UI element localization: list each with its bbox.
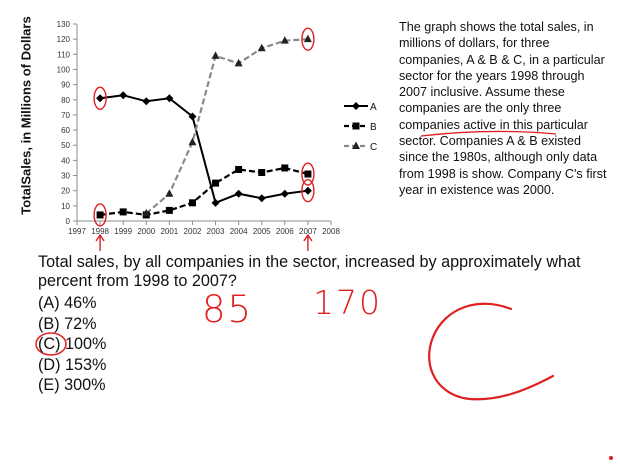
circle-choice-c — [35, 332, 67, 356]
y-tick-label: 130 — [57, 20, 71, 29]
data-point-a — [234, 189, 243, 198]
series-line-c — [145, 38, 308, 215]
legend-label-c: C — [370, 142, 377, 153]
data-point-c — [257, 43, 266, 52]
x-tick-label: 2008 — [322, 227, 340, 236]
red-annotations — [35, 27, 613, 460]
data-point-c — [303, 34, 312, 43]
x-tick-label: 2002 — [184, 227, 202, 236]
red-dot — [609, 456, 613, 460]
data-point-a — [257, 194, 266, 203]
x-tick-label: 2004 — [230, 227, 248, 236]
handwritten-c — [428, 302, 555, 401]
y-tick-label: 90 — [61, 81, 70, 90]
handwritten-85: 85 — [202, 288, 254, 331]
circle-b-2007 — [301, 162, 315, 186]
legend-marker-b — [352, 122, 360, 130]
underline-only-three — [420, 130, 557, 137]
chart-ticks: 0 10 20 30 40 50 60 70 80 90 100 110 120 130 1997 1998 1… — [57, 20, 341, 236]
data-point-b — [258, 169, 266, 177]
y-tick-label: 70 — [61, 111, 70, 120]
data-point-a — [96, 94, 105, 103]
choice-a[interactable]: (A) 46% — [38, 294, 97, 312]
legend-label-a: A — [370, 102, 377, 113]
circle-b-1998 — [93, 203, 107, 227]
data-point-b — [188, 199, 196, 207]
data-point-a — [280, 189, 289, 198]
x-tick-label: 1998 — [91, 227, 109, 236]
legend-marker-a — [352, 102, 360, 110]
y-tick-label: 60 — [61, 126, 70, 135]
data-point-a — [303, 186, 312, 195]
data-point-c — [280, 36, 289, 44]
chart-legend: ABC — [344, 102, 377, 153]
y-tick-label: 80 — [61, 96, 70, 105]
data-point-c — [165, 189, 174, 197]
data-point-c — [234, 58, 243, 67]
series-line-a — [99, 94, 309, 205]
question-text: Total sales, by all companies in the sec… — [38, 253, 581, 290]
y-axis-label-text: TotalSales, in Millions of Dollars — [18, 15, 34, 215]
chart-axes — [76, 24, 331, 222]
data-point-b — [235, 165, 243, 173]
circle-a-2007 — [301, 178, 315, 203]
data-point-c — [142, 208, 151, 217]
x-tick-label: 1999 — [114, 227, 132, 236]
series-markers — [96, 34, 312, 219]
choice-d[interactable]: (D) 153% — [38, 355, 107, 374]
handwritten-170: 170 — [313, 283, 382, 322]
y-tick-label: 40 — [61, 156, 70, 165]
legend-label-b: B — [370, 122, 377, 133]
choice-c[interactable]: (C) 100% — [38, 335, 107, 353]
data-point-a — [119, 91, 128, 100]
x-tick-label: 2003 — [207, 227, 225, 236]
data-point-c — [188, 137, 197, 146]
series-lines — [99, 38, 309, 217]
data-point-b — [119, 208, 127, 216]
data-point-b — [96, 211, 104, 219]
y-tick-label: 0 — [66, 217, 71, 226]
series-line-b — [99, 166, 309, 217]
y-tick-label: 20 — [61, 187, 70, 196]
x-tick-label: 2007 — [299, 227, 317, 236]
data-point-b — [281, 164, 289, 172]
y-tick-label: 120 — [57, 35, 71, 44]
chart-description: The graph shows the total sales, in mill… — [399, 20, 607, 197]
circle-a-1998 — [93, 86, 107, 110]
circle-c-2007 — [301, 27, 315, 51]
answer-choices: (A) 46% (B) 72% (C) 100% (D) 153% (E) 30… — [38, 293, 106, 396]
x-tick-label: 2001 — [160, 227, 178, 236]
choice-e[interactable]: (E) 300% — [38, 376, 106, 394]
choice-b[interactable]: (B) 72% — [38, 314, 97, 333]
data-point-b — [165, 206, 173, 214]
legend-marker-c — [352, 141, 360, 149]
data-point-b — [304, 170, 312, 178]
data-point-b — [212, 179, 220, 187]
y-tick-label: 10 — [61, 202, 70, 211]
x-tick-label: 2006 — [276, 227, 294, 236]
x-tick-label: 2005 — [253, 227, 271, 236]
y-tick-label: 30 — [61, 172, 70, 181]
y-tick-label: 110 — [57, 50, 70, 59]
data-point-a — [211, 198, 220, 207]
arrow-2007 — [303, 233, 313, 251]
y-tick-label: 100 — [57, 65, 71, 74]
x-tick-label: 2000 — [137, 227, 155, 236]
y-axis-label: TotalSales, in Millions of Dollars — [6, 10, 46, 220]
data-point-a — [165, 94, 174, 103]
data-point-c — [211, 51, 220, 59]
data-point-a — [142, 97, 151, 106]
x-tick-label: 1997 — [68, 227, 86, 236]
arrow-1998 — [95, 233, 105, 251]
y-tick-label: 50 — [61, 141, 70, 150]
data-point-a — [188, 112, 197, 121]
